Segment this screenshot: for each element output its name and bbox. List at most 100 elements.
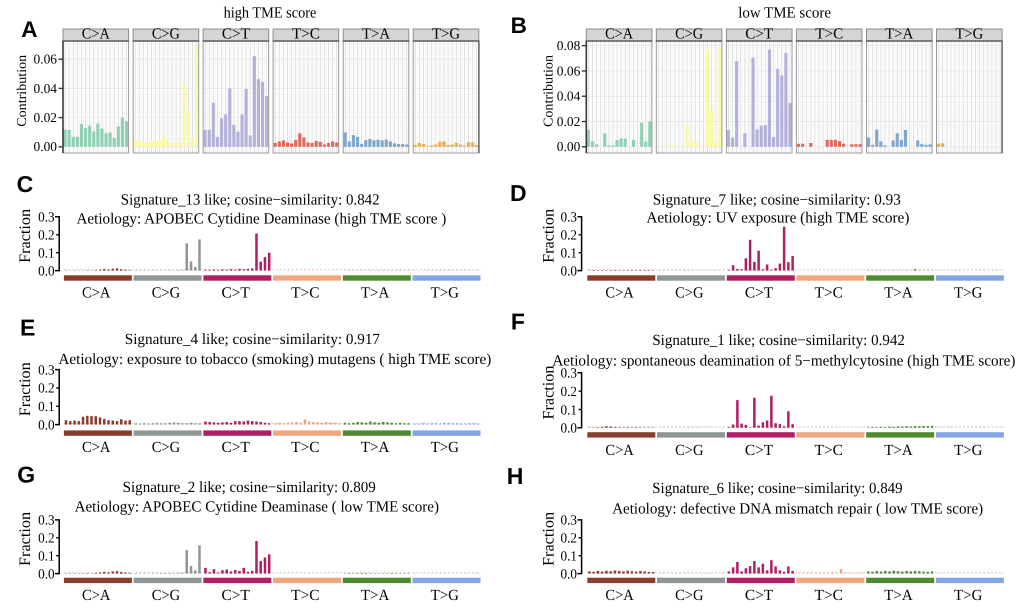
- svg-text:C>A: C>A: [82, 285, 111, 302]
- svg-text:T>A: T>A: [884, 587, 913, 604]
- svg-text:0.3: 0.3: [38, 514, 55, 529]
- svg-text:T>C: T>C: [815, 26, 843, 43]
- svg-text:C>G: C>G: [152, 26, 180, 43]
- svg-text:C>T: C>T: [222, 26, 251, 43]
- svg-text:0.00: 0.00: [34, 139, 58, 154]
- svg-text:0.1: 0.1: [38, 400, 55, 415]
- svg-text:C>A: C>A: [82, 26, 111, 43]
- svg-text:C>A: C>A: [605, 285, 634, 302]
- svg-text:T>C: T>C: [291, 439, 319, 456]
- svg-text:0.04: 0.04: [34, 81, 58, 96]
- svg-text:0.02: 0.02: [34, 110, 58, 125]
- svg-text:T>G: T>G: [954, 587, 982, 604]
- svg-text:T>C: T>C: [815, 285, 843, 302]
- svg-text:T>A: T>A: [884, 285, 913, 302]
- svg-text:T>A: T>A: [884, 442, 913, 459]
- svg-text:E: E: [20, 315, 35, 341]
- svg-text:C: C: [17, 171, 34, 197]
- svg-text:Aetiology: exposure to tobacco: Aetiology: exposure to tobacco (smoking)…: [59, 351, 492, 368]
- svg-text:0.02: 0.02: [557, 114, 581, 129]
- svg-text:0.08: 0.08: [557, 38, 581, 53]
- svg-text:0.3: 0.3: [38, 211, 55, 226]
- svg-text:Aetiology: APOBEC Cytidine Dea: Aetiology: APOBEC Cytidine Deaminase (hi…: [77, 210, 447, 227]
- svg-text:0.3: 0.3: [561, 514, 578, 529]
- svg-text:T>C: T>C: [292, 26, 320, 43]
- svg-text:C>T: C>T: [745, 26, 774, 43]
- svg-text:Signature_4 like; cosine−simil: Signature_4 like; cosine−similarity: 0.9…: [125, 331, 380, 348]
- svg-text:Fraction: Fraction: [541, 512, 558, 566]
- svg-text:C>G: C>G: [675, 442, 703, 459]
- svg-text:Signature_7 like; cosine−simil: Signature_7 like; cosine−similarity: 0.9…: [653, 191, 901, 208]
- svg-text:Fraction: Fraction: [17, 512, 34, 566]
- svg-text:T>G: T>G: [431, 439, 459, 456]
- svg-text:D: D: [510, 180, 527, 206]
- svg-text:low TME score: low TME score: [738, 4, 831, 21]
- svg-text:C>A: C>A: [605, 26, 634, 43]
- svg-text:Signature_13 like; cosine−simi: Signature_13 like; cosine−similarity: 0.…: [121, 191, 380, 208]
- svg-text:C>G: C>G: [152, 587, 180, 604]
- svg-text:T>G: T>G: [432, 26, 460, 43]
- svg-text:Signature_2 like; cosine−simil: Signature_2 like; cosine−similarity: 0.8…: [123, 479, 376, 496]
- svg-text:0.2: 0.2: [38, 532, 55, 547]
- svg-text:Fraction: Fraction: [541, 366, 558, 420]
- svg-text:Aetiology: APOBEC Cytidine Dea: Aetiology: APOBEC Cytidine Deaminase ( l…: [75, 499, 439, 516]
- svg-text:T>C: T>C: [291, 285, 319, 302]
- svg-text:high TME score: high TME score: [224, 4, 317, 21]
- svg-text:Signature_1 like; cosine−simil: Signature_1 like; cosine−similarity: 0.9…: [652, 332, 905, 349]
- svg-text:0.04: 0.04: [557, 89, 581, 104]
- svg-text:C>G: C>G: [675, 285, 703, 302]
- svg-text:0.06: 0.06: [557, 63, 581, 78]
- svg-text:T>C: T>C: [815, 587, 843, 604]
- svg-text:0.0: 0.0: [38, 567, 55, 582]
- svg-text:Fraction: Fraction: [17, 209, 34, 263]
- svg-text:F: F: [511, 309, 525, 335]
- svg-text:0.0: 0.0: [561, 422, 578, 437]
- svg-text:C>A: C>A: [605, 442, 634, 459]
- svg-text:C>T: C>T: [745, 442, 774, 459]
- svg-text:Contribution: Contribution: [14, 55, 29, 127]
- svg-text:0.0: 0.0: [38, 418, 55, 433]
- svg-text:0.2: 0.2: [38, 229, 55, 244]
- svg-text:Fraction: Fraction: [541, 209, 558, 263]
- svg-text:0.2: 0.2: [561, 532, 578, 547]
- svg-text:G: G: [17, 461, 35, 487]
- svg-text:C>G: C>G: [152, 439, 180, 456]
- svg-text:T>G: T>G: [955, 26, 983, 43]
- svg-text:Contribution: Contribution: [541, 55, 556, 127]
- svg-text:T>A: T>A: [885, 26, 914, 43]
- svg-text:C>A: C>A: [82, 439, 111, 456]
- svg-text:0.06: 0.06: [34, 52, 58, 67]
- svg-text:C>A: C>A: [605, 587, 634, 604]
- svg-text:T>G: T>G: [431, 587, 459, 604]
- svg-text:0.0: 0.0: [561, 264, 578, 279]
- svg-text:C>A: C>A: [82, 587, 111, 604]
- svg-text:C>G: C>G: [675, 587, 703, 604]
- svg-text:0.1: 0.1: [561, 403, 578, 418]
- svg-text:C>T: C>T: [745, 587, 774, 604]
- svg-text:C>G: C>G: [675, 26, 703, 43]
- svg-text:T>C: T>C: [815, 442, 843, 459]
- svg-text:0.1: 0.1: [38, 246, 55, 261]
- svg-text:0.1: 0.1: [561, 246, 578, 261]
- svg-text:0.3: 0.3: [561, 211, 578, 226]
- svg-text:Aetiology: defective DNA misma: Aetiology: defective DNA mismatch repair…: [612, 501, 983, 518]
- svg-text:Signature_6 like; cosine−simil: Signature_6 like; cosine−similarity: 0.8…: [652, 480, 902, 497]
- svg-text:Aetiology: spontaneous deamina: Aetiology: spontaneous deamination of 5−…: [552, 353, 1015, 370]
- svg-text:0.1: 0.1: [561, 550, 578, 565]
- svg-text:0.3: 0.3: [561, 367, 578, 382]
- svg-text:0.2: 0.2: [561, 385, 578, 400]
- svg-text:0.00: 0.00: [557, 139, 581, 154]
- svg-text:T>G: T>G: [954, 285, 982, 302]
- svg-text:C>T: C>T: [221, 285, 250, 302]
- svg-text:A: A: [21, 17, 37, 42]
- svg-text:C>T: C>T: [221, 587, 250, 604]
- svg-text:T>G: T>G: [954, 442, 982, 459]
- svg-text:0.2: 0.2: [38, 382, 55, 397]
- svg-text:T>A: T>A: [361, 439, 390, 456]
- svg-text:C>G: C>G: [152, 285, 180, 302]
- svg-text:0.3: 0.3: [38, 363, 55, 378]
- svg-text:0.0: 0.0: [561, 567, 578, 582]
- svg-text:0.2: 0.2: [561, 229, 578, 244]
- svg-text:T>A: T>A: [362, 26, 391, 43]
- svg-text:T>A: T>A: [361, 285, 390, 302]
